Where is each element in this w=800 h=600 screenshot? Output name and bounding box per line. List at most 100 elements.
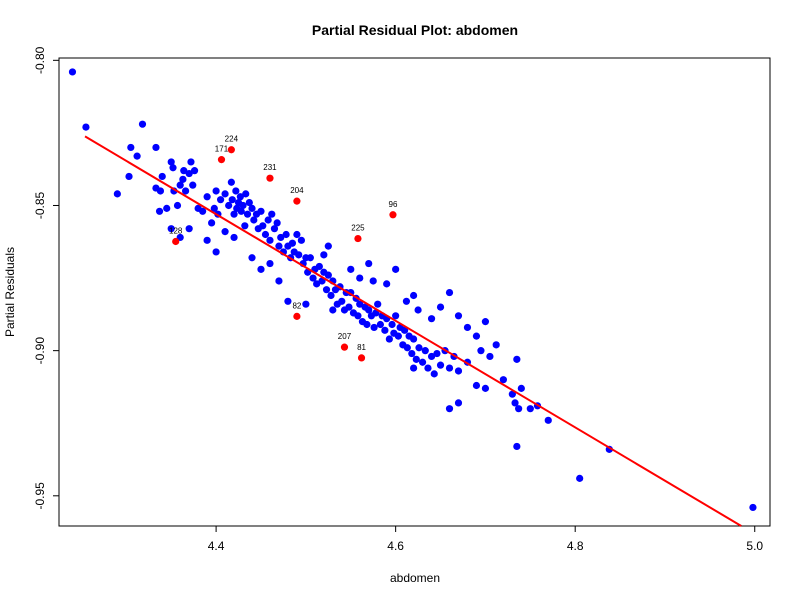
data-point: [230, 233, 238, 242]
data-point: [402, 297, 411, 305]
data-point: [257, 265, 265, 273]
data-point: [138, 120, 147, 128]
data-point: [374, 300, 382, 308]
data-point: [185, 225, 193, 233]
data-point: [248, 254, 256, 262]
data-point: [412, 355, 420, 363]
data-point: [424, 364, 432, 372]
chart-title: Partial Residual Plot: abdomen: [312, 22, 518, 38]
data-point: [156, 187, 165, 195]
data-point: [257, 207, 265, 215]
data-point: [436, 361, 445, 369]
point-label: 81: [357, 343, 366, 352]
data-point: [275, 277, 283, 285]
data-point: [376, 320, 384, 329]
y-axis: -0.95 -0.90 -0.85 -0.80: [33, 46, 59, 509]
data-point: [418, 358, 427, 366]
data-point: [410, 291, 418, 300]
data-point: [268, 210, 276, 218]
highlighted-point: [293, 312, 301, 320]
x-tick-label: 5.0: [746, 539, 763, 553]
data-point: [203, 236, 211, 244]
data-point: [433, 349, 441, 358]
data-point: [203, 193, 211, 201]
data-point: [408, 349, 416, 358]
data-point: [302, 300, 310, 308]
data-point: [270, 225, 279, 233]
data-point: [369, 277, 377, 285]
x-tick-label: 4.8: [567, 539, 584, 553]
data-point: [113, 190, 121, 198]
data-point: [370, 323, 378, 332]
data-point: [436, 303, 445, 311]
data-point: [410, 364, 418, 372]
fit-line: [84, 135, 742, 527]
x-axis-label: abdomen: [390, 571, 440, 585]
data-point: [127, 143, 135, 152]
data-point: [187, 158, 195, 166]
data-point: [242, 190, 250, 198]
data-point: [392, 265, 400, 273]
data-point: [208, 219, 216, 227]
data-point: [297, 236, 305, 244]
x-tick-label: 4.4: [208, 539, 225, 553]
data-point: [454, 399, 463, 407]
data-point: [445, 288, 454, 297]
data-point: [282, 230, 290, 239]
data-point: [388, 320, 396, 329]
data-point: [163, 204, 171, 212]
data-point: [363, 320, 371, 329]
data-point: [167, 158, 175, 166]
data-point: [383, 280, 391, 288]
highlighted-point: [340, 343, 349, 351]
highlighted-point: [357, 354, 366, 362]
data-point: [499, 376, 507, 384]
data-point: [266, 259, 274, 268]
data-point: [324, 271, 332, 279]
highlighted-point: [389, 211, 397, 219]
points-layer: [68, 68, 757, 512]
data-point: [392, 312, 400, 320]
data-point: [236, 193, 244, 201]
data-point: [526, 405, 534, 413]
data-point: [230, 210, 238, 218]
data-point: [327, 291, 335, 300]
data-point: [68, 68, 77, 76]
data-point: [427, 315, 436, 323]
data-point: [385, 335, 393, 343]
y-tick-label: -0.95: [33, 482, 47, 510]
data-point: [347, 265, 355, 273]
data-point: [158, 172, 166, 181]
highlighted-point: [172, 237, 180, 246]
data-point: [264, 216, 272, 224]
data-point: [427, 352, 436, 361]
data-point: [221, 228, 229, 236]
data-point: [576, 474, 584, 482]
data-point: [345, 303, 353, 311]
data-point: [293, 230, 301, 239]
data-point: [221, 190, 229, 198]
data-point: [454, 312, 463, 320]
highlighted-point: [227, 146, 235, 154]
data-point: [513, 355, 521, 363]
data-point: [401, 326, 409, 334]
data-point: [266, 236, 274, 244]
highlighted-point: [293, 197, 301, 205]
data-point: [212, 187, 220, 195]
data-point: [472, 332, 481, 340]
data-point: [315, 262, 323, 271]
data-point: [248, 204, 256, 212]
data-point: [513, 442, 521, 451]
data-point: [173, 201, 182, 210]
data-point: [511, 399, 519, 407]
highlighted-point: [266, 174, 274, 182]
data-point: [167, 225, 175, 233]
data-point: [189, 181, 197, 189]
data-point: [356, 300, 364, 308]
data-point: [241, 222, 249, 230]
data-point: [225, 201, 233, 210]
data-point: [306, 254, 314, 262]
data-point: [445, 405, 454, 413]
point-label: 204: [290, 186, 304, 195]
